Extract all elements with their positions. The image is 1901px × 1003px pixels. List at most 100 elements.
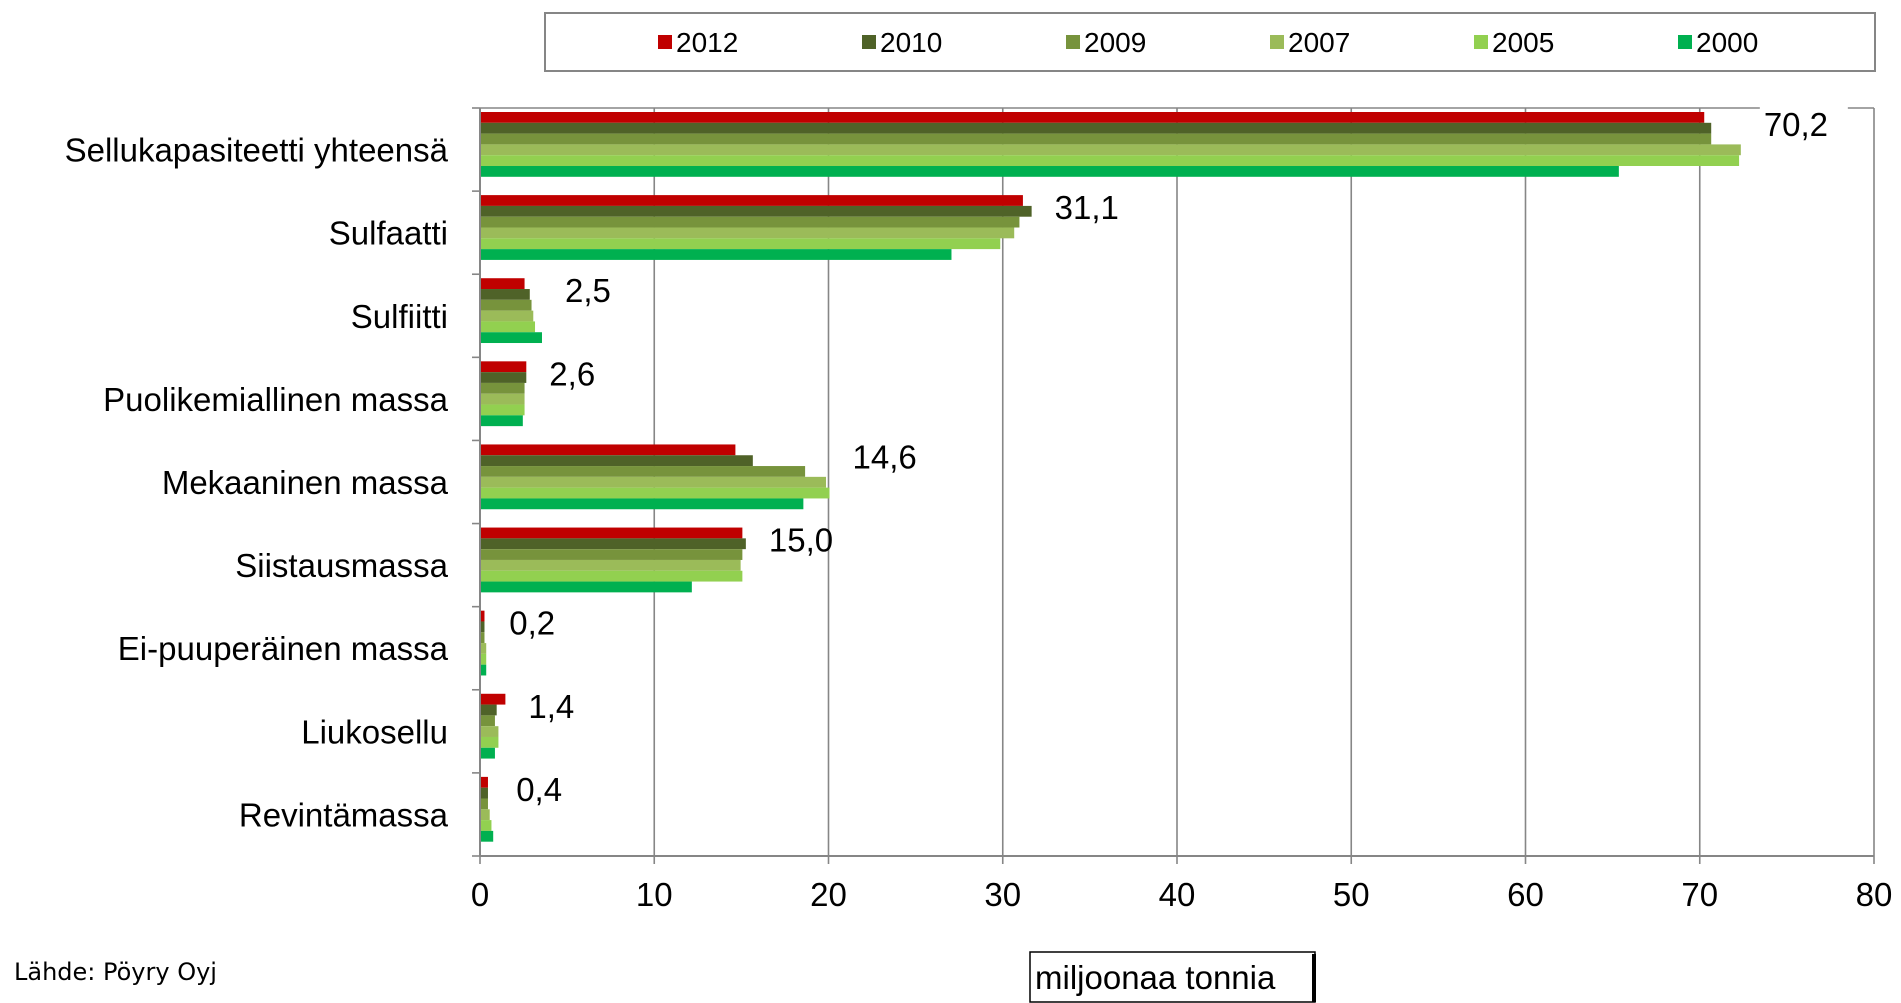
data-label: 15,0 xyxy=(769,522,833,559)
bar xyxy=(481,155,1740,166)
legend-label: 2010 xyxy=(880,27,942,58)
bar xyxy=(481,133,1712,145)
bar xyxy=(481,653,487,665)
bar xyxy=(481,704,497,716)
bar xyxy=(481,610,485,622)
x-tick-labels: 0 10 20 30 40 50 60 70 80 xyxy=(471,876,1893,913)
legend-swatch xyxy=(862,35,876,49)
bar xyxy=(481,144,1741,156)
x-tick-label: 40 xyxy=(1159,876,1196,913)
category-label: Revintämassa xyxy=(239,796,449,833)
legend-swatch xyxy=(1066,35,1080,49)
legend-box xyxy=(544,12,1876,72)
bar xyxy=(481,498,804,510)
bar xyxy=(481,693,506,705)
source-note: Lähde: Pöyry Oyj xyxy=(14,958,217,986)
bar xyxy=(481,570,743,582)
bar xyxy=(481,527,743,539)
data-label-background xyxy=(1759,106,1848,144)
bar xyxy=(481,278,525,290)
bar xyxy=(481,736,499,748)
data-label: 2,5 xyxy=(565,272,611,309)
legend-label: 2012 xyxy=(676,27,738,58)
bar xyxy=(481,321,536,333)
bar xyxy=(481,466,806,477)
category-label: Sulfaatti xyxy=(329,215,448,252)
bar xyxy=(481,538,746,550)
bar xyxy=(481,444,736,456)
bar xyxy=(481,205,1032,217)
bar xyxy=(481,798,488,810)
category-label: Siistausmassa xyxy=(235,547,448,584)
data-label: 0,2 xyxy=(509,605,555,642)
bar xyxy=(481,112,1705,123)
data-label: 0,4 xyxy=(516,771,562,808)
bar xyxy=(481,393,525,405)
bar xyxy=(481,549,743,560)
bar xyxy=(481,643,487,654)
category-labels: Sellukapasiteetti yhteensä Sulfaatti Sulfi… xyxy=(65,132,449,834)
bar xyxy=(481,664,487,676)
legend-label: 2009 xyxy=(1084,27,1146,58)
x-tick-label: 10 xyxy=(636,876,673,913)
x-tick-label: 80 xyxy=(1856,876,1893,913)
legend-swatch xyxy=(1270,35,1284,49)
bar xyxy=(481,809,490,821)
bar xyxy=(481,332,542,344)
x-tick-label: 30 xyxy=(984,876,1021,913)
legend: 2012 2010 2009 2007 2005 2000 xyxy=(544,12,1876,72)
x-axis-title-box: miljoonaa tonnia xyxy=(1029,951,1316,1003)
data-labels: 70,2 31,1 2,5 2,6 14,6 15,0 0,2 1,4 0,4 xyxy=(509,106,1848,808)
bar xyxy=(481,581,692,593)
bar xyxy=(481,415,523,427)
bar xyxy=(481,559,741,571)
category-label: Liukosellu xyxy=(301,713,448,750)
bar xyxy=(481,299,532,311)
legend-swatch xyxy=(658,35,672,49)
bar xyxy=(481,227,1015,239)
x-tick-label: 70 xyxy=(1681,876,1718,913)
x-axis-title: miljoonaa tonnia xyxy=(1035,959,1276,996)
bar xyxy=(481,310,534,322)
bar xyxy=(481,632,485,644)
bar xyxy=(481,621,485,633)
bar xyxy=(481,455,753,467)
bar xyxy=(481,830,494,842)
bar xyxy=(481,249,952,260)
bar xyxy=(481,361,527,373)
data-label: 31,1 xyxy=(1055,189,1119,226)
data-label: 2,6 xyxy=(549,355,595,392)
x-tick-label: 50 xyxy=(1333,876,1370,913)
bar xyxy=(481,216,1020,228)
category-label: Sellukapasiteetti yhteensä xyxy=(65,132,449,169)
data-label: 14,6 xyxy=(853,438,917,475)
bars xyxy=(481,112,1741,842)
bar xyxy=(481,404,525,416)
bar xyxy=(481,289,530,300)
bar xyxy=(481,715,495,727)
bar xyxy=(481,747,495,759)
bar xyxy=(481,820,492,831)
category-label: Mekaaninen massa xyxy=(162,464,449,501)
bar xyxy=(481,726,499,737)
bar xyxy=(481,238,1001,250)
bar xyxy=(481,195,1023,206)
category-label: Sulfiitti xyxy=(351,298,448,335)
legend-label: 2005 xyxy=(1492,27,1554,58)
x-axis-title-frame xyxy=(1029,951,1316,1003)
category-label: Puolikemiallinen massa xyxy=(103,381,448,418)
legend-label: 2000 xyxy=(1696,27,1758,58)
axes xyxy=(472,107,1875,864)
legend-swatch xyxy=(1474,35,1488,49)
category-label: Ei-puuperäinen massa xyxy=(118,630,449,667)
x-tick-label: 60 xyxy=(1507,876,1544,913)
data-label: 70,2 xyxy=(1764,106,1828,143)
bar xyxy=(481,166,1619,177)
legend-swatch xyxy=(1678,35,1692,49)
bar xyxy=(481,122,1712,134)
bar xyxy=(481,476,827,488)
x-tick-label: 20 xyxy=(810,876,847,913)
bar xyxy=(481,372,527,383)
x-tick-label: 0 xyxy=(471,876,489,913)
